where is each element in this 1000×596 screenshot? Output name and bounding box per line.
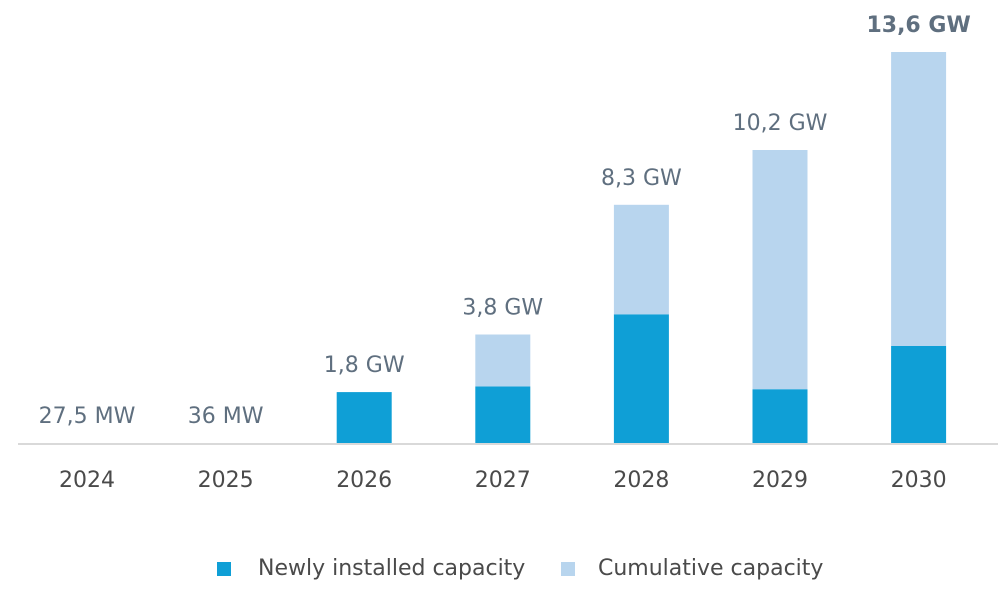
x-tick-label-2030: 2030	[891, 468, 947, 493]
x-tick-label-2024: 2024	[59, 468, 115, 493]
total-label-2027: 3,8 GW	[462, 296, 543, 321]
x-tick-label-2026: 2026	[336, 468, 392, 493]
bars-group	[59, 52, 947, 445]
total-label-2024: 27,5 MW	[39, 404, 136, 429]
total-label-2029: 10,2 GW	[733, 111, 828, 136]
legend-label-cumulative: Cumulative capacity	[598, 556, 823, 581]
total-label-2030: 13,6 GW	[866, 13, 970, 38]
bar-segment-2030-cumulative	[891, 52, 947, 346]
legend-label-newly-installed: Newly installed capacity	[258, 556, 525, 581]
bar-segment-2026-new	[336, 392, 392, 444]
legend-swatch-newly-installed	[217, 562, 231, 576]
bar-segment-2029-cumulative	[752, 150, 808, 390]
bar-segment-2027-new	[475, 386, 531, 444]
bar-segment-2028-new	[613, 314, 669, 444]
total-labels-group: 27,5 MW 36 MW 1,8 GW 3,8 GW 8,3 GW 10,2 GW 13,…	[39, 13, 971, 429]
x-tick-label-2027: 2027	[475, 468, 531, 493]
total-label-2025: 36 MW	[188, 404, 264, 429]
x-tick-labels-group: 2024 2025 2026 2027 2028 2029 2030	[59, 468, 947, 493]
total-label-2026: 1,8 GW	[324, 353, 405, 378]
legend-swatch-cumulative	[561, 562, 575, 576]
bar-segment-2029-new	[752, 389, 808, 444]
x-tick-label-2028: 2028	[613, 468, 669, 493]
x-tick-label-2029: 2029	[752, 468, 808, 493]
bar-segment-2030-new	[891, 346, 947, 444]
total-label-2028: 8,3 GW	[601, 166, 682, 191]
bar-segment-2028-cumulative	[613, 204, 669, 315]
legend: Newly installed capacity Cumulative capa…	[217, 556, 823, 581]
x-tick-label-2025: 2025	[198, 468, 254, 493]
bar-segment-2027-cumulative	[475, 334, 531, 387]
